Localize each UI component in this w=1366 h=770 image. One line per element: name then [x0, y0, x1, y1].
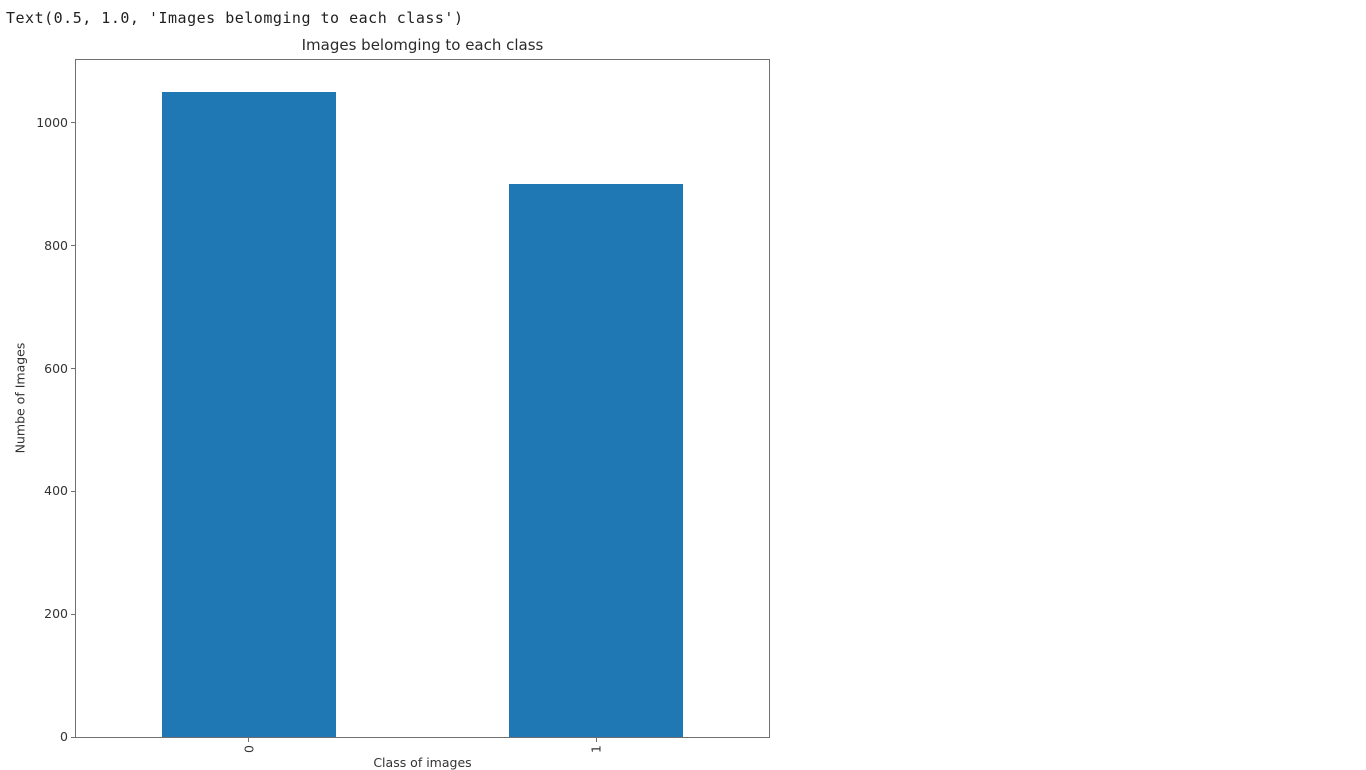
y-tick-mark: [71, 736, 75, 738]
y-tick-label: 1000: [36, 114, 68, 130]
x-tick-label: 1: [588, 745, 604, 753]
y-tick-mark: [71, 368, 75, 370]
y-axis-label: Numbe of Images: [12, 342, 28, 454]
x-axis-label: Class of images: [373, 755, 472, 770]
y-tick-mark: [71, 122, 75, 124]
y-tick-label: 200: [44, 606, 68, 622]
chart-title: Images belomging to each class: [301, 36, 544, 54]
x-tick-label: 0: [241, 745, 257, 753]
y-tick-label: 800: [44, 237, 68, 253]
text-repr-output: Text(0.5, 1.0, 'Images belomging to each…: [6, 9, 464, 27]
axes: [75, 59, 770, 738]
y-tick-label: 400: [44, 483, 68, 499]
y-tick-mark: [71, 490, 75, 492]
bar: [509, 184, 684, 737]
y-tick-label: 600: [44, 360, 68, 376]
y-tick-mark: [71, 613, 75, 615]
x-tick-mark: [248, 738, 250, 742]
x-tick-mark: [595, 738, 597, 742]
figure: Images belomging to each class Numbe of …: [12, 36, 770, 770]
y-tick-mark: [71, 245, 75, 247]
y-tick-label: 0: [60, 729, 68, 744]
bar: [161, 92, 336, 737]
